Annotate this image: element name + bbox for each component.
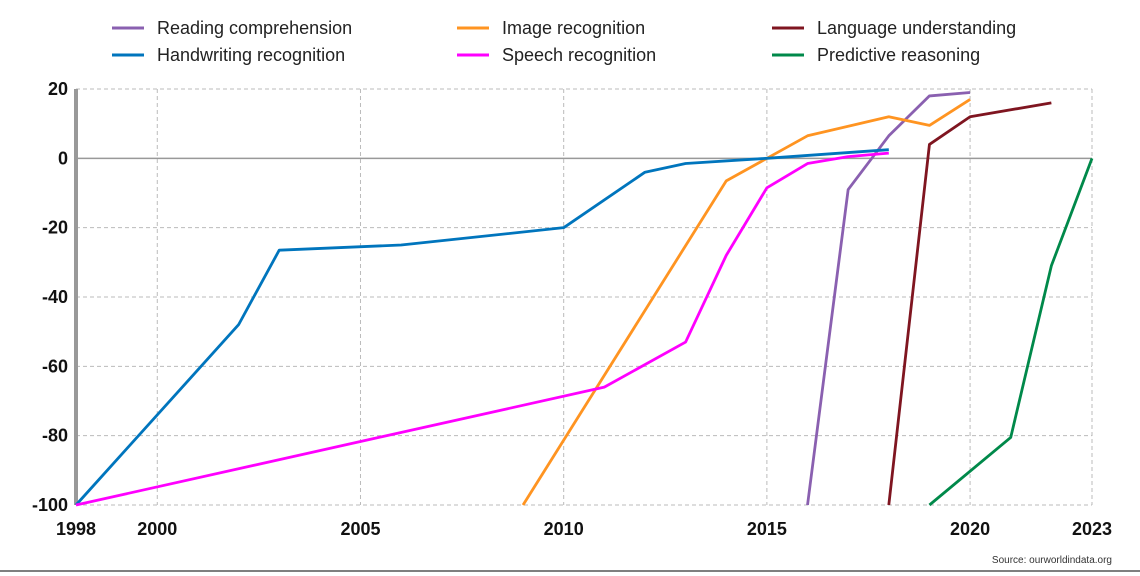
y-tick-label: 20 [48,79,68,99]
series-line-image-recognition [521,98,971,506]
series-line-speech-recognition [75,151,889,507]
series-line-handwriting-recognition [74,148,889,506]
y-tick-label: -40 [42,287,68,307]
x-tick-label: 2005 [340,519,380,539]
legend-label: Reading comprehension [157,18,352,38]
series-line-reading-comprehension [806,91,971,506]
series-line-predictive-reasoning [928,157,1094,507]
y-tick-label: 0 [58,148,68,168]
x-tick-label: 2000 [137,519,177,539]
y-tick-label: -100 [32,495,68,515]
legend-label: Handwriting recognition [157,45,345,65]
x-tick-label: 2010 [544,519,584,539]
x-tick-label: 1998 [56,519,96,539]
y-tick-label: -80 [42,426,68,446]
legend-label: Predictive reasoning [817,45,980,65]
y-tick-label: -20 [42,218,68,238]
x-tick-label: 2015 [747,519,787,539]
series-line-language-understanding [887,101,1052,506]
y-tick-label: -60 [42,356,68,376]
legend-label: Speech recognition [502,45,656,65]
legend-label: Image recognition [502,18,645,38]
x-tick-label: 2023 [1072,519,1112,539]
source-note: Source: ourworldindata.org [992,555,1112,566]
x-tick-label: 2020 [950,519,990,539]
legend-label: Language understanding [817,18,1016,38]
